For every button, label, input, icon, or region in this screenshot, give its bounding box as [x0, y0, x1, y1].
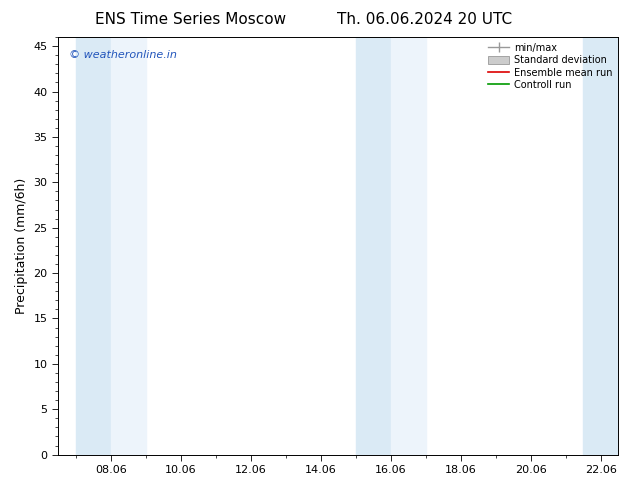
Text: Th. 06.06.2024 20 UTC: Th. 06.06.2024 20 UTC — [337, 12, 512, 27]
Bar — [583, 37, 618, 455]
Bar — [75, 37, 110, 455]
Text: © weatheronline.in: © weatheronline.in — [69, 49, 177, 60]
Y-axis label: Precipitation (mm/6h): Precipitation (mm/6h) — [15, 178, 28, 314]
Bar — [356, 37, 391, 455]
Text: ENS Time Series Moscow: ENS Time Series Moscow — [94, 12, 286, 27]
Legend: min/max, Standard deviation, Ensemble mean run, Controll run: min/max, Standard deviation, Ensemble me… — [485, 40, 616, 93]
Bar — [110, 37, 146, 455]
Bar — [391, 37, 426, 455]
